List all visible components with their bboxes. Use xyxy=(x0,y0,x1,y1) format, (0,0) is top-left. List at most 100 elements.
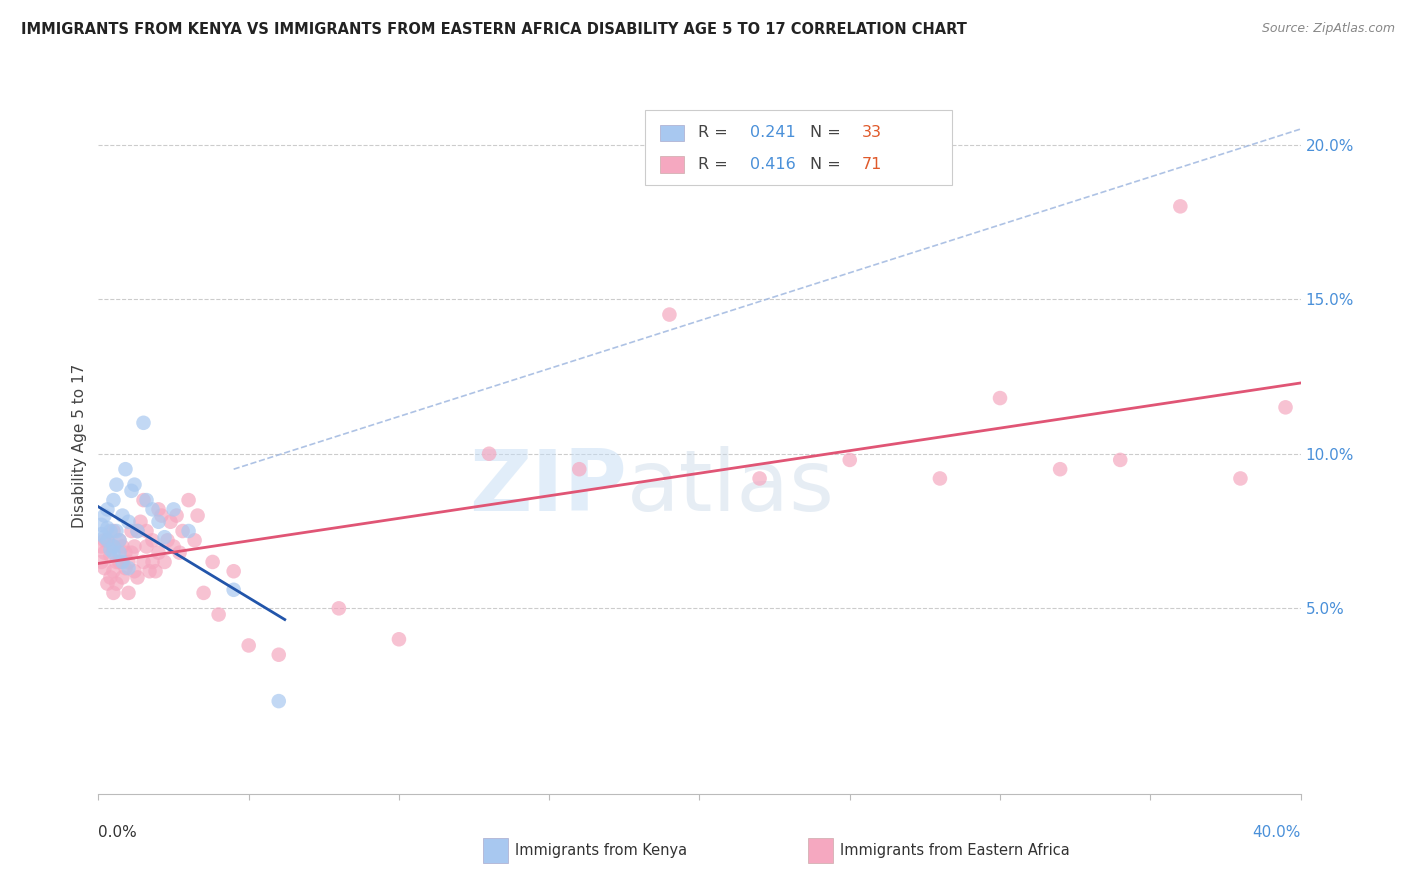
Point xyxy=(121,546,143,560)
Point xyxy=(117,555,139,569)
Text: 33: 33 xyxy=(862,126,882,140)
Point xyxy=(172,524,194,538)
Point xyxy=(162,540,184,554)
Point xyxy=(169,546,191,560)
Text: R =: R = xyxy=(699,157,733,172)
Text: N =: N = xyxy=(810,157,846,172)
Point xyxy=(153,555,176,569)
Point xyxy=(135,493,157,508)
Bar xyxy=(659,156,683,172)
Point xyxy=(93,561,115,575)
Point xyxy=(388,632,411,647)
Point xyxy=(135,524,157,538)
Point xyxy=(90,540,112,554)
Point xyxy=(127,524,149,538)
Point xyxy=(478,447,501,461)
Point xyxy=(100,570,122,584)
Point xyxy=(129,515,152,529)
Point xyxy=(267,648,290,662)
Point xyxy=(148,515,170,529)
Point xyxy=(838,453,860,467)
Point xyxy=(1274,401,1296,415)
Point xyxy=(100,524,122,538)
Text: atlas: atlas xyxy=(627,446,835,529)
Text: 0.241: 0.241 xyxy=(749,126,796,140)
Point xyxy=(121,483,143,498)
Point xyxy=(105,524,128,538)
Point xyxy=(105,576,128,591)
Text: 0.416: 0.416 xyxy=(749,157,796,172)
Point xyxy=(141,555,163,569)
Point xyxy=(90,555,112,569)
Point xyxy=(96,521,118,535)
Point xyxy=(222,582,245,597)
Point xyxy=(93,530,115,544)
Point xyxy=(103,564,125,578)
Point xyxy=(127,524,149,538)
Point xyxy=(150,508,173,523)
Point xyxy=(238,639,260,653)
Point xyxy=(111,540,134,554)
Text: N =: N = xyxy=(810,126,846,140)
Point xyxy=(111,570,134,584)
Point xyxy=(132,493,155,508)
Point xyxy=(93,546,115,560)
Point xyxy=(177,524,200,538)
Y-axis label: Disability Age 5 to 17: Disability Age 5 to 17 xyxy=(72,364,87,528)
Point xyxy=(103,493,125,508)
Point xyxy=(96,576,118,591)
Text: Immigrants from Kenya: Immigrants from Kenya xyxy=(516,844,688,858)
Point xyxy=(93,533,115,548)
Point xyxy=(141,502,163,516)
Point xyxy=(96,533,118,548)
Point xyxy=(114,462,136,476)
Text: ZIP: ZIP xyxy=(470,446,627,529)
FancyBboxPatch shape xyxy=(645,110,952,186)
Text: 71: 71 xyxy=(862,157,882,172)
Point xyxy=(328,601,350,615)
Point xyxy=(1049,462,1071,476)
Point xyxy=(988,391,1011,405)
Point xyxy=(132,416,155,430)
Point xyxy=(114,561,136,575)
Point xyxy=(193,586,215,600)
Point xyxy=(166,508,188,523)
Point xyxy=(103,540,125,554)
Text: IMMIGRANTS FROM KENYA VS IMMIGRANTS FROM EASTERN AFRICA DISABILITY AGE 5 TO 17 C: IMMIGRANTS FROM KENYA VS IMMIGRANTS FROM… xyxy=(21,22,967,37)
Point xyxy=(135,540,157,554)
Point xyxy=(162,502,184,516)
Point xyxy=(222,564,245,578)
Point xyxy=(117,561,139,575)
Point xyxy=(117,515,139,529)
Point xyxy=(100,549,122,563)
Text: 40.0%: 40.0% xyxy=(1253,825,1301,840)
Point xyxy=(148,546,170,560)
Point xyxy=(148,502,170,516)
Point xyxy=(105,555,128,569)
Point xyxy=(93,508,115,523)
Point xyxy=(90,517,112,532)
Text: Source: ZipAtlas.com: Source: ZipAtlas.com xyxy=(1261,22,1395,36)
Point xyxy=(121,524,143,538)
Point xyxy=(177,493,200,508)
Point xyxy=(208,607,231,622)
Point xyxy=(127,570,149,584)
Point xyxy=(103,546,125,560)
Point xyxy=(1109,453,1132,467)
Point xyxy=(568,462,591,476)
Point xyxy=(748,471,770,485)
Point xyxy=(929,471,952,485)
Point xyxy=(145,564,167,578)
Point xyxy=(658,308,681,322)
Point xyxy=(201,555,224,569)
Point xyxy=(159,515,181,529)
Point xyxy=(108,555,131,569)
Text: 0.0%: 0.0% xyxy=(98,825,138,840)
Point xyxy=(138,564,160,578)
Point xyxy=(105,477,128,491)
Point xyxy=(124,540,146,554)
Bar xyxy=(659,125,683,141)
Point xyxy=(156,533,179,548)
Point xyxy=(103,540,125,554)
Text: Immigrants from Eastern Africa: Immigrants from Eastern Africa xyxy=(839,844,1070,858)
